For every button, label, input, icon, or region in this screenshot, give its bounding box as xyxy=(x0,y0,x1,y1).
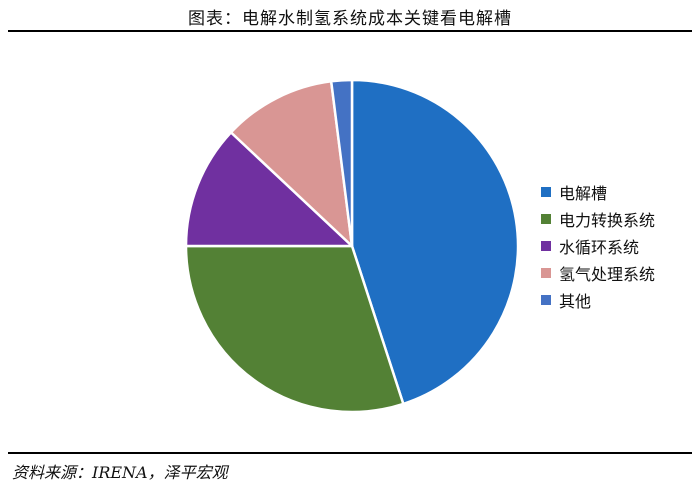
legend-swatch xyxy=(541,294,551,305)
legend-label: 电力转换系统 xyxy=(559,210,656,230)
legend-swatch xyxy=(541,186,551,197)
legend-swatch xyxy=(541,267,551,278)
source-note: 资料来源：IRENA，泽平宏观 xyxy=(12,463,228,482)
legend-item-2: 电力转换系统 xyxy=(541,205,655,232)
legend-label: 其他 xyxy=(559,291,592,311)
legend-label: 氢气处理系统 xyxy=(559,264,656,284)
page-title: 图表：电解水制氢系统成本关键看电解槽 xyxy=(188,9,512,29)
pie-slice-5 xyxy=(329,78,354,248)
pie-slice-3 xyxy=(184,131,354,248)
pie-slice-2 xyxy=(184,244,405,414)
top-divider xyxy=(8,30,692,32)
legend-item-3: 水循环系统 xyxy=(541,232,655,259)
pie-slice-4 xyxy=(229,80,354,248)
pie-slice-1 xyxy=(350,78,520,406)
pie-slices xyxy=(184,78,520,414)
legend-swatch xyxy=(541,240,551,251)
legend-label: 电解槽 xyxy=(559,183,608,203)
bottom-divider xyxy=(8,452,692,454)
legend-label: 水循环系统 xyxy=(559,237,640,257)
legend-item-4: 氢气处理系统 xyxy=(541,259,655,286)
legend-swatch xyxy=(541,213,551,224)
legend-item-5: 其他 xyxy=(541,286,655,313)
legend-item-1: 电解槽 xyxy=(541,178,655,205)
chart-legend: 电解槽电力转换系统 水循环系统氢气处理系统 其他 xyxy=(541,178,655,313)
